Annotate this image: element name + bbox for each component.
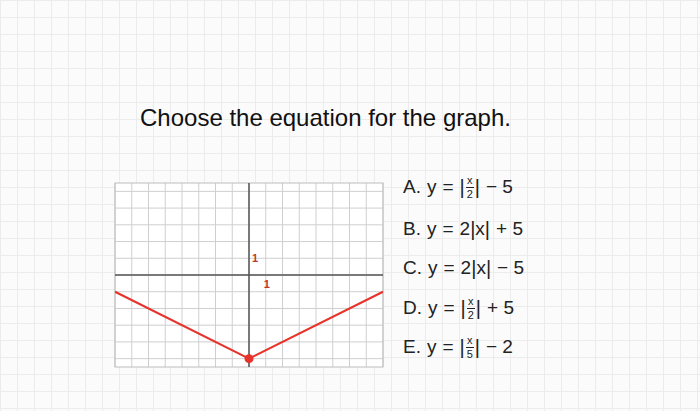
data bbox=[115, 292, 383, 363]
option-letter: C. bbox=[403, 257, 422, 279]
equals: = bbox=[442, 336, 453, 358]
fraction-line bbox=[466, 347, 474, 348]
option-letter: E. bbox=[403, 336, 421, 358]
lhs: y bbox=[428, 297, 438, 319]
abs-bar: | bbox=[475, 336, 480, 359]
point bbox=[245, 354, 254, 363]
equals: = bbox=[444, 297, 455, 319]
numerator: x bbox=[467, 175, 473, 186]
grid bbox=[115, 183, 383, 367]
abs-bar: | bbox=[471, 257, 476, 280]
equals: = bbox=[442, 176, 453, 198]
abs-bar: | bbox=[460, 176, 465, 199]
variable: x bbox=[476, 257, 486, 279]
abs-bar: | bbox=[475, 176, 480, 199]
equals: = bbox=[444, 257, 455, 279]
option[interactable]: D.y=|x2|+ 5 bbox=[403, 293, 514, 323]
option-letter: A. bbox=[403, 176, 421, 198]
option[interactable]: B.y=2|x|+ 5 bbox=[403, 214, 523, 244]
option[interactable]: C.y=2|x|− 5 bbox=[403, 253, 524, 283]
denominator: 2 bbox=[468, 310, 474, 321]
coefficient: 2 bbox=[461, 257, 472, 279]
abs-bar: | bbox=[470, 218, 475, 241]
abs-bar: | bbox=[461, 297, 466, 320]
chart: 11 bbox=[0, 0, 700, 411]
variable: x bbox=[475, 218, 485, 240]
x-tick-label: 1 bbox=[264, 278, 270, 290]
constant: − 5 bbox=[486, 176, 513, 198]
plot-frame bbox=[115, 183, 383, 367]
abs-bar: | bbox=[485, 218, 490, 241]
abs-bar: | bbox=[460, 336, 465, 359]
numerator: x bbox=[467, 335, 473, 346]
constant: − 5 bbox=[497, 257, 524, 279]
lhs: y bbox=[427, 336, 437, 358]
coefficient: 2 bbox=[460, 218, 471, 240]
constant: + 5 bbox=[496, 218, 523, 240]
denominator: 5 bbox=[467, 349, 473, 360]
option-letter: B. bbox=[403, 218, 421, 240]
lhs: y bbox=[428, 257, 438, 279]
abs-bar: | bbox=[476, 297, 481, 320]
equals: = bbox=[442, 218, 453, 240]
fraction-line bbox=[466, 187, 474, 188]
question: Choose the equation for the graph. bbox=[140, 104, 511, 132]
abs-bar: | bbox=[486, 257, 491, 280]
constant: + 5 bbox=[487, 297, 514, 319]
fraction: x5 bbox=[466, 335, 474, 360]
constant: − 2 bbox=[486, 336, 513, 358]
option[interactable]: A.y=|x2|− 5 bbox=[403, 172, 513, 202]
plot-background bbox=[115, 183, 383, 367]
fraction-line bbox=[467, 308, 475, 309]
grid-line-x bbox=[249, 183, 250, 367]
line bbox=[115, 292, 383, 359]
option-letter: D. bbox=[403, 297, 422, 319]
option[interactable]: E.y=|x5|− 2 bbox=[403, 332, 513, 362]
fraction: x2 bbox=[467, 296, 475, 321]
numerator: x bbox=[468, 296, 474, 307]
fraction: x2 bbox=[466, 175, 474, 200]
denominator: 2 bbox=[467, 189, 473, 200]
y-tick-label: 1 bbox=[252, 252, 258, 264]
y-axis bbox=[248, 183, 250, 367]
lhs: y bbox=[427, 218, 437, 240]
lhs: y bbox=[427, 176, 437, 198]
